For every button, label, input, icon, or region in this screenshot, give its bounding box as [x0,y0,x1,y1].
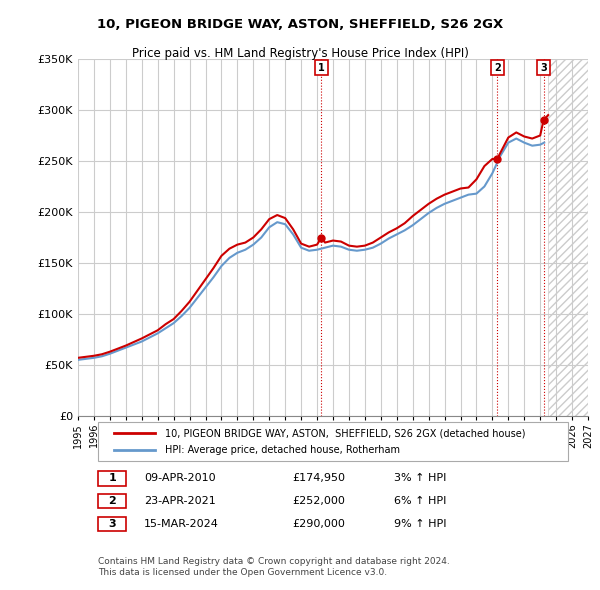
Text: £174,950: £174,950 [292,473,345,483]
FancyBboxPatch shape [98,517,127,531]
FancyBboxPatch shape [98,422,568,461]
Text: 1: 1 [109,473,116,483]
Text: £252,000: £252,000 [292,496,345,506]
Text: Price paid vs. HM Land Registry's House Price Index (HPI): Price paid vs. HM Land Registry's House … [131,47,469,60]
Text: £290,000: £290,000 [292,519,345,529]
Text: 6% ↑ HPI: 6% ↑ HPI [394,496,446,506]
Text: 09-APR-2010: 09-APR-2010 [145,473,216,483]
Text: 1: 1 [318,63,325,73]
Text: 10, PIGEON BRIDGE WAY, ASTON, SHEFFIELD, S26 2GX: 10, PIGEON BRIDGE WAY, ASTON, SHEFFIELD,… [97,18,503,31]
Text: Contains HM Land Registry data © Crown copyright and database right 2024.
This d: Contains HM Land Registry data © Crown c… [98,557,450,576]
Text: 23-APR-2021: 23-APR-2021 [145,496,216,506]
Text: 9% ↑ HPI: 9% ↑ HPI [394,519,446,529]
Text: HPI: Average price, detached house, Rotherham: HPI: Average price, detached house, Roth… [164,445,400,455]
Text: 10, PIGEON BRIDGE WAY, ASTON,  SHEFFIELD, S26 2GX (detached house): 10, PIGEON BRIDGE WAY, ASTON, SHEFFIELD,… [164,428,525,438]
Text: 15-MAR-2024: 15-MAR-2024 [145,519,219,529]
Text: 2: 2 [494,63,500,73]
FancyBboxPatch shape [98,471,127,486]
FancyBboxPatch shape [98,494,127,509]
Text: 3: 3 [540,63,547,73]
Text: 2: 2 [109,496,116,506]
Text: 3% ↑ HPI: 3% ↑ HPI [394,473,446,483]
Text: 3: 3 [109,519,116,529]
